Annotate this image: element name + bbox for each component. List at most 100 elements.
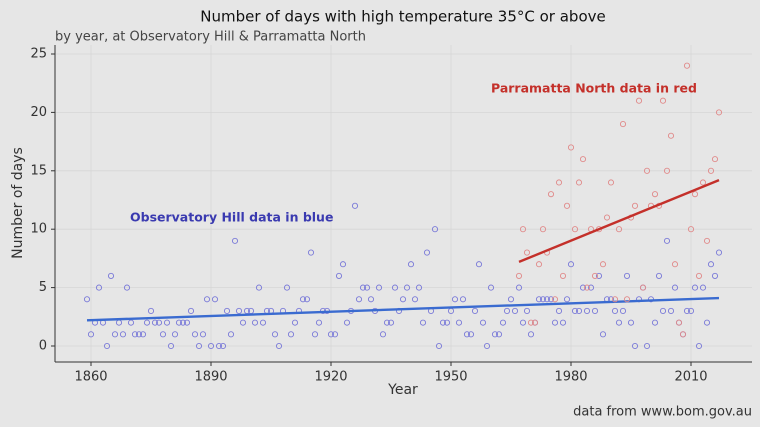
point	[271, 331, 279, 338]
point	[579, 284, 587, 291]
point	[183, 319, 191, 326]
point	[643, 342, 651, 350]
point	[603, 214, 611, 221]
point	[567, 261, 575, 268]
point	[519, 226, 527, 233]
point	[671, 261, 679, 268]
point	[579, 156, 587, 163]
point	[571, 226, 579, 233]
point	[527, 331, 535, 338]
point	[211, 296, 219, 303]
point	[95, 284, 103, 291]
point	[339, 261, 347, 268]
point	[191, 331, 199, 338]
point	[703, 319, 711, 326]
point	[607, 179, 615, 186]
point	[499, 319, 507, 326]
point	[651, 191, 659, 198]
point	[583, 307, 591, 315]
point	[559, 272, 567, 279]
point	[143, 319, 151, 326]
x-tick-label: 1860	[74, 370, 107, 385]
point	[591, 272, 599, 279]
point	[559, 319, 567, 326]
point	[155, 319, 163, 326]
point	[203, 296, 211, 303]
point	[275, 342, 283, 350]
point	[259, 319, 267, 326]
point	[491, 331, 499, 338]
point	[619, 307, 627, 315]
point	[683, 307, 691, 315]
point	[375, 284, 383, 291]
point	[515, 284, 523, 291]
point	[523, 249, 531, 256]
point	[555, 307, 563, 315]
point	[611, 296, 619, 303]
point	[179, 319, 187, 326]
point	[167, 342, 175, 350]
point	[543, 296, 551, 303]
point	[611, 307, 619, 315]
point	[483, 342, 491, 350]
point	[639, 284, 647, 291]
point	[459, 296, 467, 303]
point	[175, 319, 183, 326]
point	[379, 331, 387, 338]
point	[419, 319, 427, 326]
point	[403, 284, 411, 291]
point	[547, 296, 555, 303]
point	[591, 307, 599, 315]
point	[671, 284, 679, 291]
point	[147, 307, 155, 315]
point	[627, 319, 635, 326]
annotation: Observatory Hill data in blue	[130, 210, 333, 225]
point	[615, 319, 623, 326]
point	[359, 284, 367, 291]
point	[571, 307, 579, 315]
point	[315, 319, 323, 326]
point	[455, 319, 463, 326]
point	[695, 342, 703, 350]
point	[107, 272, 115, 279]
x-tick-label: 1980	[554, 370, 587, 385]
point	[439, 319, 447, 326]
y-tick-label: 25	[30, 46, 47, 61]
point	[303, 296, 311, 303]
point	[123, 284, 131, 291]
point	[475, 261, 483, 268]
point	[575, 307, 583, 315]
point	[451, 296, 459, 303]
point	[343, 319, 351, 326]
y-tick-label: 10	[30, 222, 47, 237]
y-tick-label: 0	[39, 338, 47, 353]
point	[539, 226, 547, 233]
point	[151, 319, 159, 326]
point	[351, 202, 359, 209]
point	[235, 307, 243, 315]
point	[551, 319, 559, 326]
point	[663, 237, 671, 244]
y-tick-label: 5	[39, 280, 47, 295]
point	[127, 319, 135, 326]
point	[623, 272, 631, 279]
point	[707, 261, 715, 268]
point	[595, 272, 603, 279]
point	[331, 331, 339, 338]
point	[707, 167, 715, 174]
trend-line	[518, 179, 720, 264]
point	[423, 249, 431, 256]
point	[575, 179, 583, 186]
x-tick-label: 1890	[194, 370, 227, 385]
point	[651, 319, 659, 326]
point	[311, 331, 319, 338]
point	[411, 296, 419, 303]
point	[503, 307, 511, 315]
point	[659, 307, 667, 315]
point	[695, 272, 703, 279]
point	[599, 331, 607, 338]
point	[667, 132, 675, 139]
point	[231, 237, 239, 244]
point	[691, 191, 699, 198]
